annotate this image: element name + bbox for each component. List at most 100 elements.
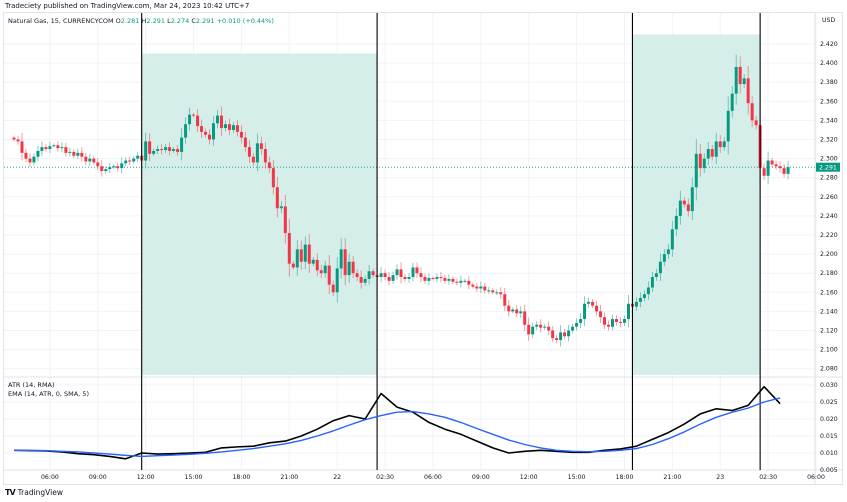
candle xyxy=(188,107,192,131)
candle-body xyxy=(168,147,172,151)
candle xyxy=(156,145,160,155)
candle xyxy=(750,95,754,128)
candle-body xyxy=(72,151,76,156)
candle-body xyxy=(618,321,622,323)
candle-body xyxy=(259,143,263,150)
candle-body xyxy=(275,187,279,209)
candle xyxy=(710,144,714,161)
candle xyxy=(44,144,48,152)
candle xyxy=(718,134,722,153)
candle xyxy=(176,145,180,156)
candle xyxy=(423,273,427,285)
atr-axis-label: 0.005 xyxy=(820,467,838,474)
candle-body xyxy=(331,284,335,293)
candle-body xyxy=(239,131,243,138)
candle xyxy=(208,129,212,145)
candle xyxy=(407,272,411,283)
candle xyxy=(88,153,92,166)
candle xyxy=(634,297,638,311)
candle xyxy=(295,240,299,276)
candle xyxy=(239,125,243,144)
candle-body xyxy=(670,229,674,250)
candle-body xyxy=(599,311,603,318)
candle-body xyxy=(219,115,223,129)
atr-indicator-label[interactable]: ATR (14, RMA) xyxy=(8,381,55,389)
candle xyxy=(164,143,168,153)
candle xyxy=(319,264,323,279)
candle xyxy=(391,271,395,284)
candle xyxy=(283,194,287,244)
candle-body xyxy=(443,277,447,281)
candle-body xyxy=(295,249,299,268)
candle xyxy=(32,153,36,166)
candle xyxy=(196,108,200,133)
candle-body xyxy=(36,150,40,157)
candle xyxy=(527,317,531,341)
candle-body xyxy=(587,301,591,304)
low-value: 2.274 xyxy=(170,17,190,25)
candle-body xyxy=(658,261,662,274)
candle xyxy=(379,267,383,283)
candle-body xyxy=(595,305,599,312)
candle-body xyxy=(291,263,295,268)
candle-body xyxy=(415,267,419,274)
price-axis-label: 2.200 xyxy=(820,251,838,258)
candle-body xyxy=(100,166,104,172)
candle xyxy=(259,136,263,155)
time-axis-label: 06:00 xyxy=(807,474,825,481)
candle-body xyxy=(495,292,499,294)
candle xyxy=(200,119,204,138)
candle-body xyxy=(160,149,164,151)
time-axis-label: 23 xyxy=(716,474,724,481)
candle xyxy=(583,296,587,326)
candle-body xyxy=(251,156,255,163)
candle xyxy=(212,116,215,146)
ema-indicator-label[interactable]: EMA (14, ATR, 0, SMA, 5) xyxy=(8,390,89,398)
candle xyxy=(694,139,698,201)
candle xyxy=(507,299,511,317)
symbol-name[interactable]: Natural Gas, 15, CURRENCYCOM xyxy=(8,17,114,25)
high-value: 2.291 xyxy=(146,17,165,25)
price-axis-label: 2.120 xyxy=(820,328,838,335)
candle xyxy=(395,264,399,280)
candle xyxy=(80,147,84,162)
candle xyxy=(235,119,239,137)
candle xyxy=(124,157,128,167)
candle xyxy=(415,262,419,278)
candle-body xyxy=(439,277,443,279)
candle xyxy=(76,148,80,160)
tradingview-footer: TV TradingView xyxy=(5,488,63,497)
candle xyxy=(487,286,491,294)
candle xyxy=(192,112,196,118)
candle-body xyxy=(283,206,287,234)
candle-body xyxy=(579,319,583,323)
candle-body xyxy=(662,254,666,262)
atr-axis-label: 0.025 xyxy=(820,399,838,406)
candle-body xyxy=(559,332,563,341)
candle xyxy=(690,177,694,220)
price-axis-label: 2.140 xyxy=(820,308,838,315)
candle xyxy=(714,133,718,165)
candle xyxy=(766,151,770,184)
candle xyxy=(495,289,499,295)
candle-body xyxy=(355,273,359,278)
candle-body xyxy=(379,273,383,278)
candle xyxy=(467,275,471,290)
candle-body xyxy=(188,114,192,125)
candle xyxy=(315,253,319,277)
candle xyxy=(52,143,56,148)
candle-body xyxy=(535,324,539,327)
candle-body xyxy=(315,259,319,271)
candle-body xyxy=(714,141,718,157)
price-axis-label: 2.160 xyxy=(820,289,838,296)
candle-body xyxy=(40,147,44,151)
candle-body xyxy=(419,273,423,278)
candle xyxy=(116,162,120,172)
candle xyxy=(12,135,16,142)
candle-body xyxy=(563,332,567,337)
candle xyxy=(363,275,367,286)
close-value: 2.291 xyxy=(195,17,215,25)
time-axis-label: 09:00 xyxy=(89,474,107,481)
candle-body xyxy=(491,290,495,293)
